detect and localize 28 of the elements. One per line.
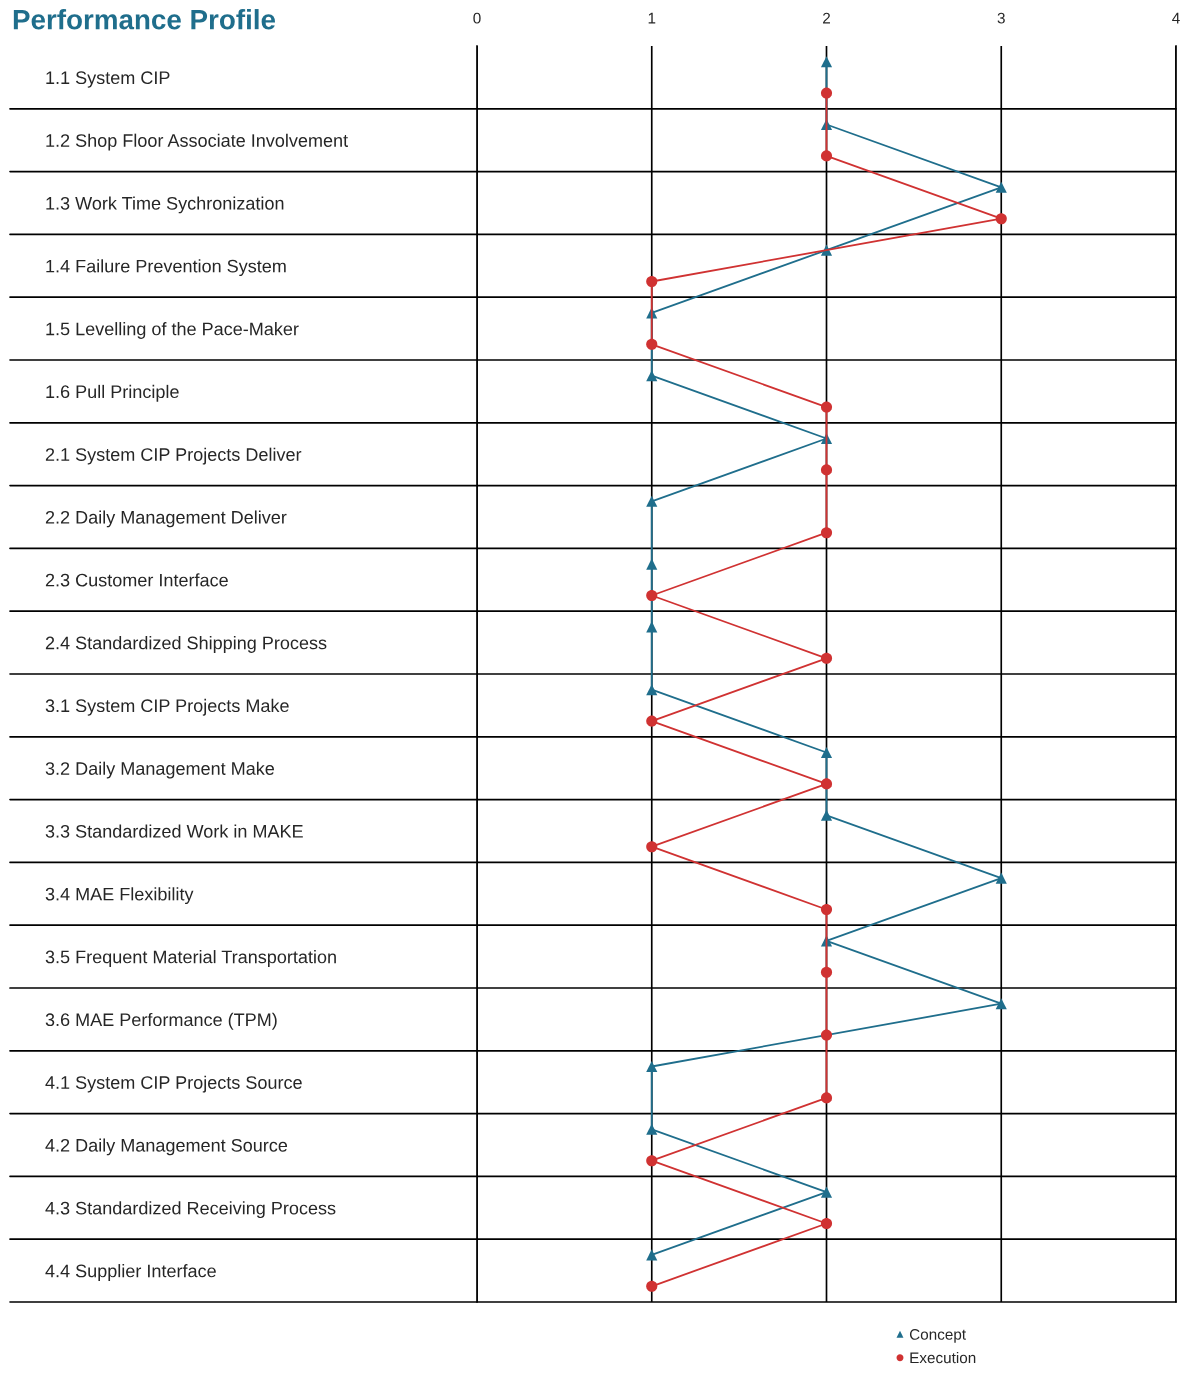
y-tick-label: 3.2 Daily Management Make <box>45 761 275 779</box>
y-tick-label: 4.3 Standardized Receiving Process <box>45 1201 336 1219</box>
y-tick-label: 3.6 MAE Performance (TPM) <box>45 1012 277 1030</box>
y-tick-label: 3.1 System CIP Projects Make <box>45 698 289 716</box>
x-tick-label: 0 <box>473 12 481 24</box>
y-tick-label: 1.1 System CIP <box>46 71 170 88</box>
y-tick-label: 4.4 Supplier Interface <box>45 1264 216 1281</box>
y-tick-label: 1.3 Work Time Sychronization <box>46 196 284 214</box>
legend-label: Execution <box>910 1352 976 1364</box>
y-tick-label: 3.3 Standardized Work in MAKE <box>45 824 303 838</box>
y-tick-label: 2.1 System CIP Projects Deliver <box>45 447 302 465</box>
y-tick-label: 1.4 Failure Prevention System <box>46 259 286 277</box>
x-tick-label: 4 <box>1172 12 1180 24</box>
y-tick-label: 1.2 Shop Floor Associate Involvement <box>46 133 348 151</box>
x-tick-label: 2 <box>823 12 830 24</box>
y-tick-label: 1.5 Levelling of the Pace-Maker <box>46 322 299 339</box>
y-tick-label: 2.2 Daily Management Deliver <box>45 510 287 528</box>
y-tick-label: 4.2 Daily Management Source <box>45 1138 288 1156</box>
y-tick-label: 2.4 Standardized Shipping Process <box>45 636 327 653</box>
y-tick-label: 3.5 Frequent Material Transportation <box>45 950 336 967</box>
x-tick-label: 1 <box>648 12 656 24</box>
x-tick-label: 3 <box>997 12 1005 24</box>
y-tick-label: 2.3 Customer Interface <box>45 573 228 587</box>
text: Performance Profile <box>13 9 276 30</box>
legend-label: Concept <box>909 1329 966 1343</box>
y-tick-label: 3.4 MAE Flexibility <box>45 887 194 905</box>
y-tick-label: 4.1 System CIP Projects Source <box>45 1075 302 1093</box>
y-tick-label: 1.6 Pull Principle <box>46 384 179 402</box>
